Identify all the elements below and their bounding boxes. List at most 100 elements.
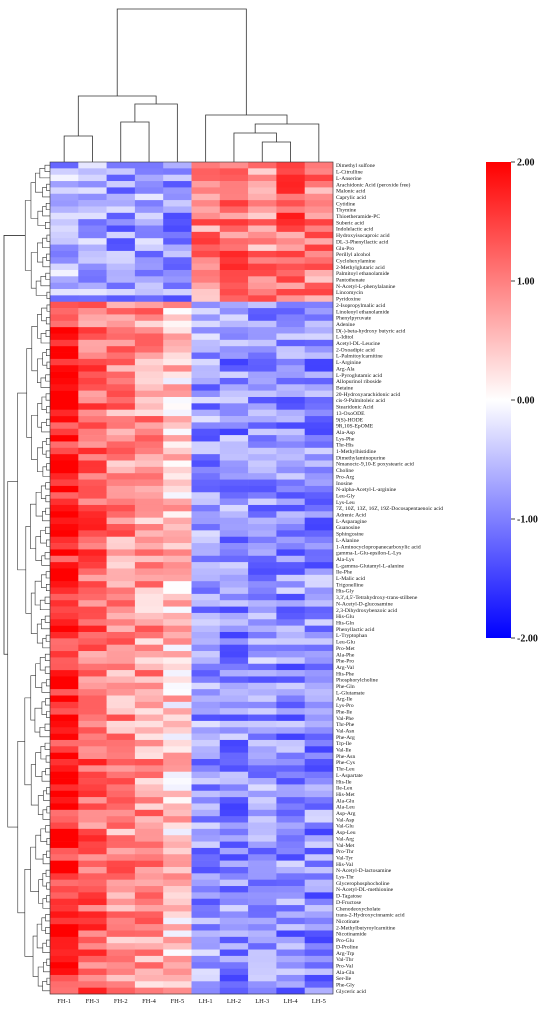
heatmap-cell: [191, 162, 221, 169]
heatmap-cell: [50, 949, 79, 957]
heatmap-cell: [191, 746, 221, 753]
heatmap-cell: [106, 720, 136, 728]
row-label: cis-9-Palmitoleic acid: [336, 398, 385, 404]
heatmap-cell: [134, 358, 164, 366]
heatmap-cell: [106, 536, 136, 544]
heatmap-cell: [304, 543, 334, 550]
heatmap-cell: [106, 593, 136, 601]
heatmap-cell: [134, 974, 164, 982]
heatmap-cell: [219, 816, 249, 823]
row-label: N-Acetyl-D-glucosamine: [336, 601, 393, 607]
heatmap-cell: [134, 200, 164, 207]
heatmap-cell: [78, 809, 107, 817]
heatmap-cell: [276, 301, 305, 309]
colorbar-tick-label: 0.00: [517, 396, 535, 407]
heatmap-cell: [304, 466, 334, 474]
heatmap-cell: [50, 212, 79, 220]
heatmap-cell: [248, 816, 277, 823]
heatmap-cell: [134, 682, 164, 690]
heatmap-cell: [276, 905, 305, 912]
heatmap-cell: [276, 263, 305, 271]
heatmap-cell: [191, 231, 221, 239]
heatmap-cell: [248, 619, 277, 626]
heatmap-cell: [191, 676, 221, 684]
heatmap-cell: [304, 231, 334, 239]
heatmap-cell: [163, 778, 192, 785]
dendrogram-link: [35, 491, 43, 517]
row-label: Ala-Glu: [336, 798, 355, 804]
heatmap-cell: [134, 949, 164, 957]
heatmap-cell: [248, 714, 277, 722]
heatmap-cell: [304, 835, 334, 842]
heatmap-cell: [191, 250, 221, 258]
heatmap-cell: [134, 225, 164, 233]
heatmap-cell: [304, 574, 334, 582]
heatmap-cell: [304, 492, 334, 499]
dendrogram-link: [30, 503, 37, 549]
heatmap-cell: [219, 422, 249, 430]
heatmap-cell: [50, 441, 79, 449]
heatmap-cell: [248, 720, 277, 728]
heatmap-cell: [163, 987, 192, 995]
heatmap-cell: [191, 422, 221, 430]
heatmap-cell: [191, 441, 221, 449]
heatmap-cell: [191, 168, 221, 175]
heatmap-cell: [163, 879, 192, 887]
row-label: D-Tagatose: [336, 894, 362, 900]
heatmap-cell: [106, 358, 136, 366]
heatmap-cell: [191, 619, 221, 626]
heatmap-cell: [134, 371, 164, 379]
heatmap-cell: [163, 219, 192, 226]
heatmap-cell: [50, 968, 79, 976]
heatmap-cell: [50, 612, 79, 620]
heatmap-cell: [106, 841, 136, 849]
heatmap-cell: [106, 619, 136, 626]
heatmap-cell: [134, 441, 164, 449]
heatmap-cell: [304, 720, 334, 728]
heatmap-cell: [276, 238, 305, 245]
heatmap-cell: [304, 555, 334, 563]
heatmap-cell: [276, 162, 305, 169]
heatmap-cell: [78, 765, 107, 773]
heatmap-cell: [78, 828, 107, 836]
heatmap-cell: [248, 257, 277, 264]
heatmap-cell: [163, 771, 192, 779]
heatmap-cell: [134, 454, 164, 461]
heatmap-cell: [248, 168, 277, 175]
dendrogram-link: [45, 222, 50, 229]
heatmap-cell: [134, 708, 164, 715]
heatmap-cell: [248, 549, 277, 557]
row-label: L-Anserine: [336, 176, 362, 182]
heatmap-cell: [191, 854, 221, 861]
heatmap-cell: [276, 244, 305, 252]
dendrogram-link: [37, 447, 43, 472]
heatmap-cell: [304, 847, 334, 855]
heatmap-cell: [219, 396, 249, 404]
heatmap-cell: [78, 428, 107, 436]
heatmap-cell: [78, 714, 107, 722]
heatmap-cell: [78, 987, 107, 995]
heatmap-cell: [50, 841, 79, 849]
heatmap-cell: [304, 257, 334, 264]
heatmap-cell: [106, 708, 136, 715]
heatmap-cell: [106, 238, 136, 245]
heatmap-cell: [163, 524, 192, 531]
heatmap-cell: [106, 651, 136, 658]
heatmap-cell: [191, 784, 221, 792]
heatmap-cell: [219, 797, 249, 804]
heatmap-cell: [163, 809, 192, 817]
heatmap-cell: [276, 314, 305, 322]
heatmap-cell: [134, 231, 164, 239]
heatmap-cell: [248, 187, 277, 195]
heatmap-cell: [50, 809, 79, 817]
heatmap-cell: [304, 663, 334, 671]
heatmap-cell: [50, 981, 79, 988]
heatmap-cell: [248, 460, 277, 468]
heatmap-cell: [106, 612, 136, 620]
heatmap-cell: [106, 676, 136, 684]
heatmap-cell: [163, 752, 192, 760]
row-label: Trigonelline: [336, 582, 364, 588]
heatmap-cell: [78, 244, 107, 252]
row-label: L-gamma-Glutamyl-L-alanine: [336, 563, 405, 569]
heatmap-cell: [50, 638, 79, 645]
